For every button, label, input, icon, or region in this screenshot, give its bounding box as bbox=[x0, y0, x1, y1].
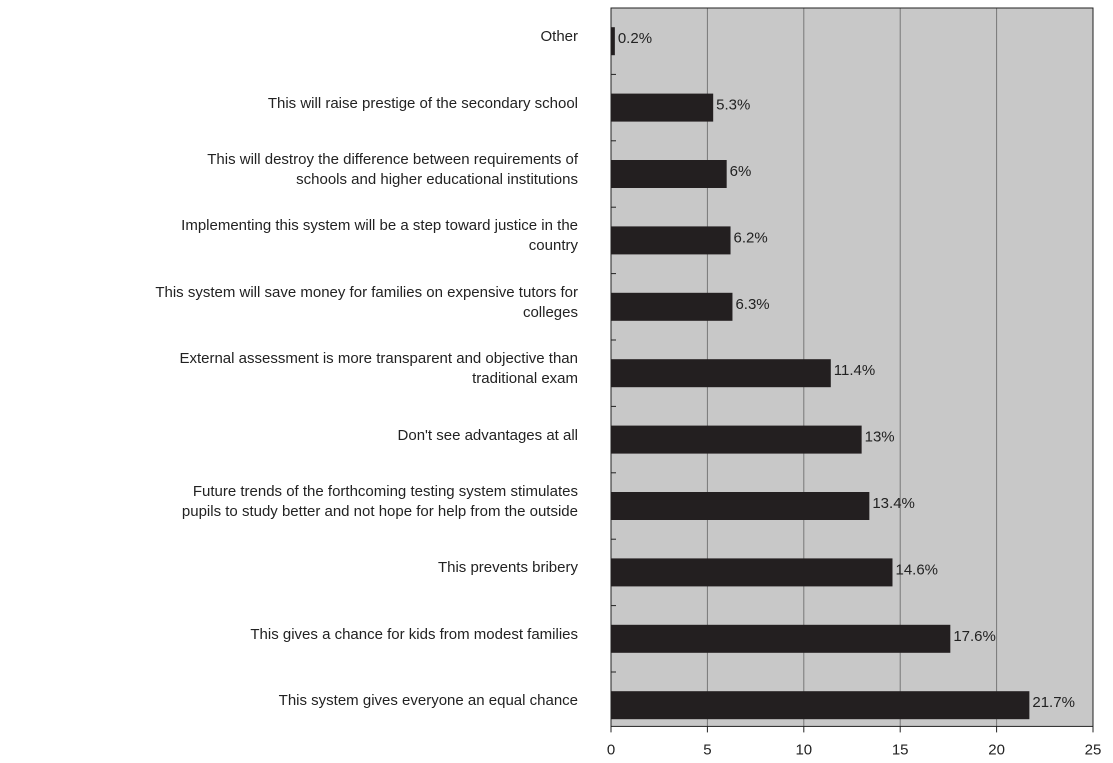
category-label: Future trends of the forthcoming testing… bbox=[181, 483, 578, 520]
value-label: 0.2% bbox=[618, 30, 652, 47]
category-label: External assessment is more transparent … bbox=[179, 350, 578, 388]
bar bbox=[611, 226, 731, 255]
value-label: 5.3% bbox=[716, 97, 750, 114]
value-label: 6% bbox=[730, 163, 752, 180]
bar bbox=[611, 691, 1030, 720]
value-label: 6.3% bbox=[735, 296, 769, 313]
x-tick-label: 10 bbox=[795, 741, 812, 758]
value-label: 14.6% bbox=[895, 561, 938, 578]
category-label: This system gives everyone an equal chan… bbox=[278, 692, 578, 710]
bar bbox=[611, 27, 615, 56]
x-tick-label: 0 bbox=[607, 741, 615, 758]
bar bbox=[611, 160, 727, 188]
bar bbox=[611, 425, 862, 454]
value-label: 17.6% bbox=[953, 628, 996, 645]
value-label: 21.7% bbox=[1032, 694, 1075, 711]
value-label: 13.4% bbox=[872, 495, 915, 512]
bar bbox=[611, 359, 831, 388]
value-label: 13% bbox=[865, 429, 895, 446]
category-label: Implementing this system will be a step … bbox=[181, 217, 578, 255]
category-label: This will raise prestige of the secondar… bbox=[267, 94, 578, 112]
bar bbox=[611, 624, 951, 653]
value-label: 6.2% bbox=[734, 229, 768, 246]
category-label: This will destroy the difference between… bbox=[207, 151, 578, 188]
bar bbox=[611, 292, 733, 321]
bar bbox=[611, 492, 870, 520]
x-tick-label: 15 bbox=[892, 741, 909, 758]
category-label: This system will save money for families… bbox=[155, 283, 578, 321]
value-label: 11.4% bbox=[834, 362, 875, 379]
x-tick-label: 20 bbox=[988, 741, 1005, 758]
bar bbox=[611, 93, 714, 122]
category-label: This gives a chance for kids from modest… bbox=[250, 625, 578, 643]
x-tick-label: 25 bbox=[1085, 741, 1102, 758]
category-label: This prevents bribery bbox=[437, 559, 578, 577]
category-label: Don't see advantages at all bbox=[397, 426, 578, 444]
bar bbox=[611, 558, 893, 587]
category-label: Other bbox=[540, 28, 578, 46]
x-tick-label: 5 bbox=[703, 741, 711, 758]
